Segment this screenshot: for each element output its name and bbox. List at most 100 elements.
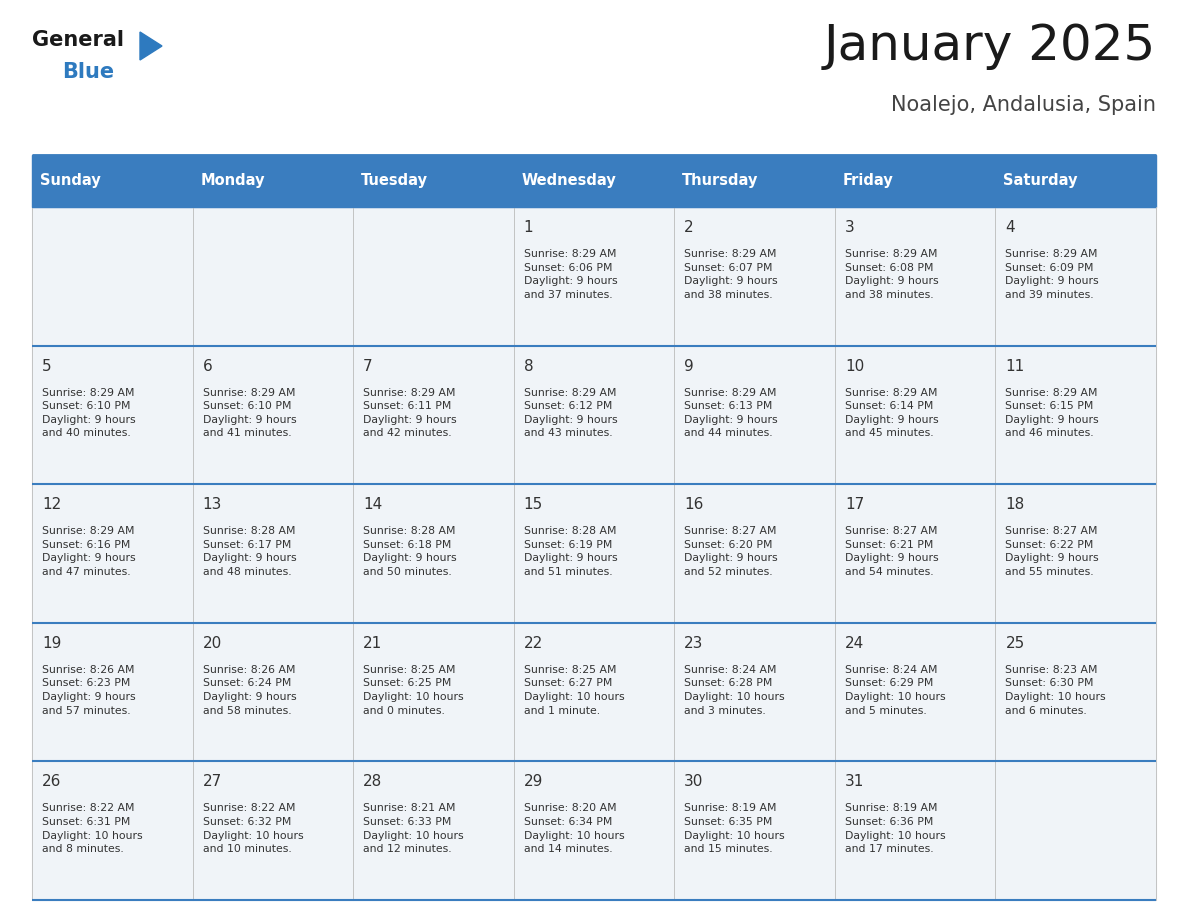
Bar bbox=[353, 155, 513, 207]
Bar bbox=[32, 155, 192, 207]
Bar bbox=[192, 761, 353, 900]
Text: Sunrise: 8:29 AM
Sunset: 6:14 PM
Daylight: 9 hours
and 45 minutes.: Sunrise: 8:29 AM Sunset: 6:14 PM Dayligh… bbox=[845, 387, 939, 439]
Bar bbox=[835, 207, 996, 345]
Bar bbox=[192, 345, 353, 484]
Text: Sunrise: 8:29 AM
Sunset: 6:13 PM
Daylight: 9 hours
and 44 minutes.: Sunrise: 8:29 AM Sunset: 6:13 PM Dayligh… bbox=[684, 387, 778, 439]
Text: 5: 5 bbox=[42, 359, 51, 374]
Text: Sunrise: 8:27 AM
Sunset: 6:20 PM
Daylight: 9 hours
and 52 minutes.: Sunrise: 8:27 AM Sunset: 6:20 PM Dayligh… bbox=[684, 526, 778, 577]
Text: 10: 10 bbox=[845, 359, 864, 374]
Text: Sunrise: 8:29 AM
Sunset: 6:11 PM
Daylight: 9 hours
and 42 minutes.: Sunrise: 8:29 AM Sunset: 6:11 PM Dayligh… bbox=[364, 387, 456, 439]
Bar bbox=[835, 761, 996, 900]
Text: Sunrise: 8:28 AM
Sunset: 6:17 PM
Daylight: 9 hours
and 48 minutes.: Sunrise: 8:28 AM Sunset: 6:17 PM Dayligh… bbox=[203, 526, 296, 577]
Text: Sunrise: 8:22 AM
Sunset: 6:31 PM
Daylight: 10 hours
and 8 minutes.: Sunrise: 8:22 AM Sunset: 6:31 PM Dayligh… bbox=[42, 803, 143, 855]
Text: Sunrise: 8:29 AM
Sunset: 6:12 PM
Daylight: 9 hours
and 43 minutes.: Sunrise: 8:29 AM Sunset: 6:12 PM Dayligh… bbox=[524, 387, 618, 439]
Text: January 2025: January 2025 bbox=[823, 22, 1156, 70]
Bar bbox=[513, 207, 675, 345]
Bar bbox=[353, 345, 513, 484]
Text: 29: 29 bbox=[524, 775, 543, 789]
Text: 7: 7 bbox=[364, 359, 373, 374]
Text: 16: 16 bbox=[684, 498, 703, 512]
Text: 14: 14 bbox=[364, 498, 383, 512]
Text: Sunrise: 8:29 AM
Sunset: 6:10 PM
Daylight: 9 hours
and 41 minutes.: Sunrise: 8:29 AM Sunset: 6:10 PM Dayligh… bbox=[203, 387, 296, 439]
Text: 9: 9 bbox=[684, 359, 694, 374]
Text: Friday: Friday bbox=[842, 174, 893, 188]
Text: Sunrise: 8:25 AM
Sunset: 6:25 PM
Daylight: 10 hours
and 0 minutes.: Sunrise: 8:25 AM Sunset: 6:25 PM Dayligh… bbox=[364, 665, 463, 716]
Text: 25: 25 bbox=[1005, 636, 1025, 651]
Bar bbox=[32, 484, 192, 622]
Bar bbox=[192, 155, 353, 207]
Text: Sunrise: 8:28 AM
Sunset: 6:19 PM
Daylight: 9 hours
and 51 minutes.: Sunrise: 8:28 AM Sunset: 6:19 PM Dayligh… bbox=[524, 526, 618, 577]
Bar bbox=[835, 484, 996, 622]
Text: 12: 12 bbox=[42, 498, 62, 512]
Bar bbox=[513, 484, 675, 622]
Text: Sunrise: 8:29 AM
Sunset: 6:09 PM
Daylight: 9 hours
and 39 minutes.: Sunrise: 8:29 AM Sunset: 6:09 PM Dayligh… bbox=[1005, 249, 1099, 300]
Bar bbox=[513, 345, 675, 484]
Text: 2: 2 bbox=[684, 220, 694, 235]
Text: Sunrise: 8:23 AM
Sunset: 6:30 PM
Daylight: 10 hours
and 6 minutes.: Sunrise: 8:23 AM Sunset: 6:30 PM Dayligh… bbox=[1005, 665, 1106, 716]
Bar bbox=[513, 622, 675, 761]
Bar bbox=[353, 761, 513, 900]
Bar bbox=[675, 155, 835, 207]
Bar bbox=[675, 484, 835, 622]
Bar bbox=[32, 761, 192, 900]
Bar bbox=[675, 622, 835, 761]
Text: 8: 8 bbox=[524, 359, 533, 374]
Bar bbox=[996, 155, 1156, 207]
Text: Sunrise: 8:26 AM
Sunset: 6:24 PM
Daylight: 9 hours
and 58 minutes.: Sunrise: 8:26 AM Sunset: 6:24 PM Dayligh… bbox=[203, 665, 296, 716]
Text: Sunrise: 8:29 AM
Sunset: 6:08 PM
Daylight: 9 hours
and 38 minutes.: Sunrise: 8:29 AM Sunset: 6:08 PM Dayligh… bbox=[845, 249, 939, 300]
Bar bbox=[192, 484, 353, 622]
Text: Wednesday: Wednesday bbox=[522, 174, 617, 188]
Text: Tuesday: Tuesday bbox=[361, 174, 428, 188]
Bar bbox=[32, 345, 192, 484]
Bar bbox=[835, 155, 996, 207]
Text: Sunrise: 8:26 AM
Sunset: 6:23 PM
Daylight: 9 hours
and 57 minutes.: Sunrise: 8:26 AM Sunset: 6:23 PM Dayligh… bbox=[42, 665, 135, 716]
Text: 18: 18 bbox=[1005, 498, 1025, 512]
Text: Sunrise: 8:29 AM
Sunset: 6:07 PM
Daylight: 9 hours
and 38 minutes.: Sunrise: 8:29 AM Sunset: 6:07 PM Dayligh… bbox=[684, 249, 778, 300]
Bar bbox=[513, 155, 675, 207]
Text: 3: 3 bbox=[845, 220, 854, 235]
Text: 20: 20 bbox=[203, 636, 222, 651]
Bar bbox=[192, 622, 353, 761]
Bar bbox=[353, 207, 513, 345]
Text: Sunrise: 8:27 AM
Sunset: 6:21 PM
Daylight: 9 hours
and 54 minutes.: Sunrise: 8:27 AM Sunset: 6:21 PM Dayligh… bbox=[845, 526, 939, 577]
Text: Sunrise: 8:29 AM
Sunset: 6:16 PM
Daylight: 9 hours
and 47 minutes.: Sunrise: 8:29 AM Sunset: 6:16 PM Dayligh… bbox=[42, 526, 135, 577]
Text: 15: 15 bbox=[524, 498, 543, 512]
Bar bbox=[996, 345, 1156, 484]
Text: Sunrise: 8:24 AM
Sunset: 6:28 PM
Daylight: 10 hours
and 3 minutes.: Sunrise: 8:24 AM Sunset: 6:28 PM Dayligh… bbox=[684, 665, 785, 716]
Bar bbox=[835, 345, 996, 484]
Text: 17: 17 bbox=[845, 498, 864, 512]
Text: Noalejo, Andalusia, Spain: Noalejo, Andalusia, Spain bbox=[891, 95, 1156, 115]
Text: Saturday: Saturday bbox=[1004, 174, 1078, 188]
Text: 24: 24 bbox=[845, 636, 864, 651]
Text: 1: 1 bbox=[524, 220, 533, 235]
Text: Sunrise: 8:21 AM
Sunset: 6:33 PM
Daylight: 10 hours
and 12 minutes.: Sunrise: 8:21 AM Sunset: 6:33 PM Dayligh… bbox=[364, 803, 463, 855]
Bar bbox=[996, 484, 1156, 622]
Text: Sunrise: 8:29 AM
Sunset: 6:10 PM
Daylight: 9 hours
and 40 minutes.: Sunrise: 8:29 AM Sunset: 6:10 PM Dayligh… bbox=[42, 387, 135, 439]
Text: 13: 13 bbox=[203, 498, 222, 512]
Text: 28: 28 bbox=[364, 775, 383, 789]
Text: Blue: Blue bbox=[62, 62, 114, 82]
Text: 26: 26 bbox=[42, 775, 62, 789]
Text: Sunrise: 8:27 AM
Sunset: 6:22 PM
Daylight: 9 hours
and 55 minutes.: Sunrise: 8:27 AM Sunset: 6:22 PM Dayligh… bbox=[1005, 526, 1099, 577]
Bar bbox=[996, 761, 1156, 900]
Bar bbox=[32, 207, 192, 345]
Text: Sunrise: 8:20 AM
Sunset: 6:34 PM
Daylight: 10 hours
and 14 minutes.: Sunrise: 8:20 AM Sunset: 6:34 PM Dayligh… bbox=[524, 803, 625, 855]
Text: Sunrise: 8:28 AM
Sunset: 6:18 PM
Daylight: 9 hours
and 50 minutes.: Sunrise: 8:28 AM Sunset: 6:18 PM Dayligh… bbox=[364, 526, 456, 577]
Bar bbox=[353, 484, 513, 622]
Text: Sunrise: 8:19 AM
Sunset: 6:36 PM
Daylight: 10 hours
and 17 minutes.: Sunrise: 8:19 AM Sunset: 6:36 PM Dayligh… bbox=[845, 803, 946, 855]
Text: 19: 19 bbox=[42, 636, 62, 651]
Text: Sunrise: 8:29 AM
Sunset: 6:06 PM
Daylight: 9 hours
and 37 minutes.: Sunrise: 8:29 AM Sunset: 6:06 PM Dayligh… bbox=[524, 249, 618, 300]
Bar bbox=[675, 345, 835, 484]
Bar bbox=[513, 761, 675, 900]
Text: 22: 22 bbox=[524, 636, 543, 651]
Bar bbox=[32, 622, 192, 761]
Text: 21: 21 bbox=[364, 636, 383, 651]
Text: Sunrise: 8:22 AM
Sunset: 6:32 PM
Daylight: 10 hours
and 10 minutes.: Sunrise: 8:22 AM Sunset: 6:32 PM Dayligh… bbox=[203, 803, 303, 855]
Text: Sunrise: 8:25 AM
Sunset: 6:27 PM
Daylight: 10 hours
and 1 minute.: Sunrise: 8:25 AM Sunset: 6:27 PM Dayligh… bbox=[524, 665, 625, 716]
Text: Monday: Monday bbox=[201, 174, 265, 188]
Text: 11: 11 bbox=[1005, 359, 1025, 374]
Text: 4: 4 bbox=[1005, 220, 1015, 235]
Bar bbox=[353, 622, 513, 761]
Text: Sunrise: 8:29 AM
Sunset: 6:15 PM
Daylight: 9 hours
and 46 minutes.: Sunrise: 8:29 AM Sunset: 6:15 PM Dayligh… bbox=[1005, 387, 1099, 439]
Text: General: General bbox=[32, 30, 124, 50]
